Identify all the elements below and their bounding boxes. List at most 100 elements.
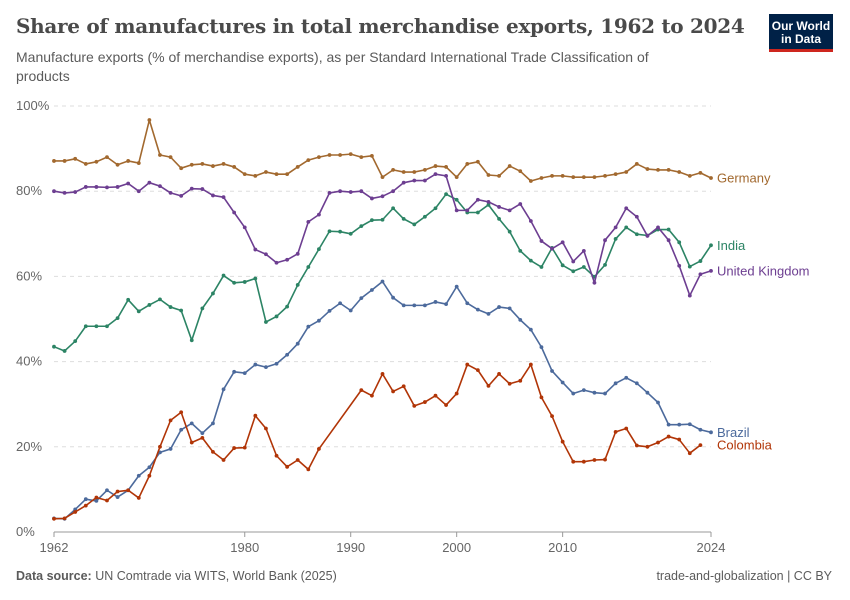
data-point [698, 427, 703, 432]
data-point [528, 219, 533, 223]
data-point [242, 280, 247, 284]
data-point [444, 192, 448, 197]
data-point [359, 224, 364, 229]
data-point [253, 413, 258, 418]
data-point [221, 195, 226, 200]
data-point [83, 503, 88, 508]
data-point [454, 175, 459, 180]
data-point [147, 473, 152, 478]
data-point [168, 447, 173, 451]
data-point [94, 185, 99, 189]
data-point [412, 222, 417, 227]
data-point [539, 265, 544, 269]
data-point [634, 162, 639, 166]
data-point [211, 421, 215, 426]
source-text[interactable]: UN Comtrade via WITS, World Bank (2025) [95, 569, 337, 583]
data-point [687, 451, 692, 456]
data-point [338, 229, 343, 234]
data-point [518, 317, 523, 322]
series-label: Germany [717, 170, 771, 185]
data-point [613, 172, 618, 177]
data-point [221, 458, 226, 462]
data-point [433, 393, 438, 398]
data-point [581, 265, 586, 269]
data-point [486, 311, 491, 316]
data-point [253, 362, 258, 367]
data-point [380, 372, 385, 376]
data-point [422, 214, 427, 219]
data-point [338, 189, 343, 194]
data-point [391, 206, 395, 211]
data-point [528, 327, 533, 332]
data-point [528, 179, 533, 183]
data-point [656, 440, 660, 445]
data-point [327, 309, 332, 313]
data-point [645, 234, 650, 238]
footer-license[interactable]: trade-and-globalization | CC BY [656, 569, 832, 583]
data-point [475, 159, 480, 164]
data-point [433, 172, 438, 177]
series-line-united-kingdom [53, 173, 712, 297]
data-point [200, 187, 205, 191]
data-point [581, 459, 586, 464]
data-point [560, 240, 565, 245]
data-point [698, 170, 703, 175]
data-point [94, 499, 99, 503]
data-point [158, 153, 162, 157]
data-point [232, 446, 237, 450]
data-point [391, 189, 395, 194]
data-point [179, 193, 184, 198]
data-point [370, 218, 374, 223]
data-point [560, 263, 565, 268]
data-point [550, 246, 554, 251]
data-point [709, 268, 713, 273]
data-point [412, 404, 417, 408]
data-point [507, 306, 512, 311]
data-point [507, 381, 512, 386]
data-point [83, 497, 88, 502]
data-point [136, 309, 141, 314]
y-tick-label: 80% [16, 183, 42, 198]
data-point [560, 439, 565, 444]
data-point [581, 175, 586, 180]
data-point [306, 324, 311, 329]
data-point [677, 240, 682, 245]
data-point [73, 190, 78, 194]
owid-logo[interactable]: Our World in Data [769, 14, 833, 52]
data-point [698, 259, 703, 263]
data-point [666, 238, 671, 243]
data-point [73, 510, 78, 514]
data-point [211, 450, 215, 454]
data-point [295, 165, 300, 169]
data-point [62, 159, 67, 163]
data-point [634, 443, 639, 448]
data-point [497, 205, 501, 209]
data-point [327, 153, 332, 157]
data-point [295, 341, 300, 346]
data-point [370, 153, 374, 158]
data-point [136, 161, 141, 165]
data-point [444, 165, 448, 169]
data-point [211, 193, 215, 198]
data-point [115, 162, 120, 167]
data-point [603, 391, 607, 396]
data-point [115, 185, 120, 189]
data-point [73, 339, 78, 344]
data-point [158, 297, 162, 302]
data-point [380, 217, 385, 222]
y-tick-label: 100% [16, 98, 50, 113]
series-line-brazil [53, 280, 712, 520]
data-point [454, 197, 459, 202]
series-label: India [717, 238, 746, 253]
data-point [359, 155, 364, 160]
data-point [253, 276, 258, 281]
data-point [264, 365, 268, 370]
data-point [401, 180, 406, 185]
data-point [380, 175, 385, 180]
data-point [677, 263, 682, 268]
data-point [444, 173, 448, 178]
data-point [52, 189, 56, 194]
data-point [486, 173, 491, 177]
x-tick-label: 1962 [40, 540, 69, 555]
data-point [528, 258, 533, 263]
